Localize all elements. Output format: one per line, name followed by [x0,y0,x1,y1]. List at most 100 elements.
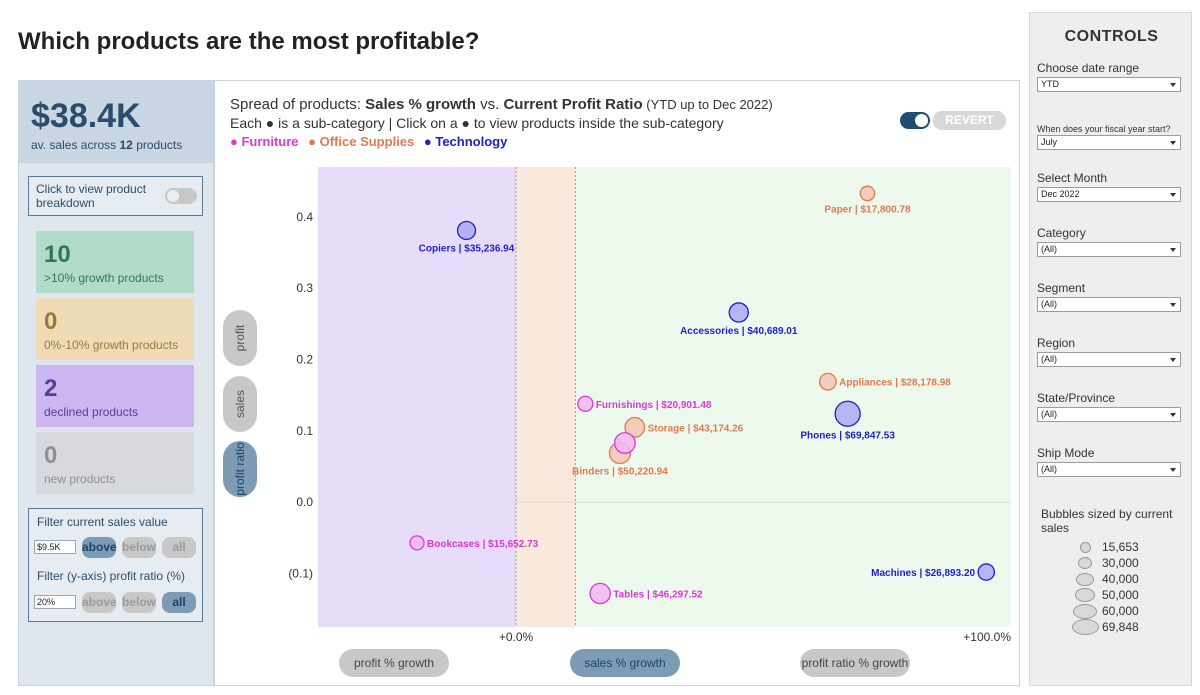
control-dropdown[interactable]: (All) [1037,352,1181,367]
data-point[interactable] [834,400,861,427]
chevron-down-icon [1170,303,1176,307]
control-dropdown[interactable]: July [1037,135,1181,150]
scatter-plot: 0.4 0.3 0.2 0.1 0.0 (0.1) +0.0% +100.0% Copiers … [288,167,1011,644]
count-value: 0 [44,442,58,469]
data-point-label: Furnishings | $20,901.48 [596,400,712,411]
data-point-label: Appliances | $28,178.98 [839,378,951,389]
breakdown-switch[interactable] [165,188,197,204]
sales-above-button[interactable]: above [82,537,117,558]
bubble-size-swatch [1079,541,1091,553]
data-point[interactable] [589,582,611,605]
bubble-size-item: 30,000 [1030,555,1193,571]
control-dropdown[interactable]: (All) [1037,242,1181,257]
data-point[interactable] [818,372,837,391]
bubble-size-value: 15,653 [1102,540,1139,554]
control-label: Segment [1037,281,1086,295]
chart-legend: ● Furniture ● Office Supplies ● Technolo… [230,134,513,149]
bubble-size-swatch [1073,603,1097,619]
data-point[interactable] [577,395,594,412]
sales-filter-label: Filter current sales value [37,515,168,529]
growth-0-10-card[interactable]: 0 0%-10% growth products [36,298,194,360]
profit-all-button[interactable]: all [162,592,196,613]
control-label: When does your fiscal year start? [1037,124,1171,134]
control-dropdown[interactable]: YTD [1037,77,1181,92]
y-tick-label: 0.0 [296,495,313,509]
legend-office-supplies[interactable]: ● Office Supplies [308,134,415,149]
bubble-size-value: 40,000 [1102,572,1139,586]
bubble-size-item: 69,848 [1030,619,1193,635]
dropdown-value: (All) [1041,354,1057,364]
growth-band [575,167,1011,627]
legend-technology[interactable]: ● Technology [423,134,508,149]
y-button-label: sales [233,389,247,419]
count-value: 2 [44,375,58,402]
y-tick-label: 0.1 [296,424,313,438]
bubble-size-value: 30,000 [1102,556,1139,570]
count-value: 10 [44,241,71,268]
control-dropdown[interactable]: (All) [1037,297,1181,312]
x-axis-profit-growth-button[interactable]: profit % growth [339,649,449,677]
chart-subtitle: Each ● is a sub-category | Click on a ● … [230,115,724,131]
control-label: Ship Mode [1037,446,1095,460]
growth-over-10-card[interactable]: 10 >10% growth products [36,231,194,293]
y-axis-profit-ratio-button[interactable]: profit ratio [223,441,257,497]
declined-card[interactable]: 2 declined products [36,365,194,427]
control-label: Category [1037,226,1086,240]
control-label: State/Province [1037,391,1116,405]
chevron-down-icon [1170,193,1176,197]
count-label: >10% growth products [44,271,164,285]
kpi-summary: $38.4K av. sales across 12 products [19,81,213,163]
bubble-size-swatch [1071,619,1099,635]
chart-title-a: Spread of products: [230,96,366,113]
new-products-card[interactable]: 0 new products [36,432,194,494]
legend-furniture[interactable]: ● Furniture [230,134,299,149]
data-point[interactable] [624,416,646,438]
y-axis-sales-button[interactable]: sales [223,376,257,432]
y-tick-label: 0.2 [296,353,313,367]
x-axis-profit-ratio-growth-button[interactable]: profit ratio % growth [800,649,910,677]
y-tick-label: 0.4 [296,210,313,224]
kpi-sub-suffix: products [136,138,183,152]
x-tick-label: +0.0% [499,630,534,644]
profit-filter-input[interactable]: 20% [34,595,76,609]
x-axis-sales-growth-button[interactable]: sales % growth [570,649,680,677]
bubble-size-swatch [1076,572,1094,586]
data-point[interactable] [456,220,477,241]
control-dropdown[interactable]: (All) [1037,407,1181,422]
bubble-size-legend-title: Bubbles sized by current sales [1041,507,1173,535]
control-dropdown[interactable]: (All) [1037,462,1181,477]
breakdown-toggle-label: Click to view product breakdown [36,182,147,210]
bubble-size-swatch [1074,588,1096,602]
product-breakdown-toggle[interactable]: Click to view product breakdown [28,176,203,216]
view-toggle[interactable] [900,112,930,129]
profit-above-button[interactable]: above [82,592,117,613]
profit-below-button[interactable]: below [122,592,156,613]
data-point[interactable] [409,535,425,551]
data-point[interactable] [728,302,749,323]
chevron-down-icon [1170,248,1176,252]
y-button-label: profit [233,324,247,352]
sales-below-button[interactable]: below [122,537,156,558]
dropdown-value: YTD [1041,79,1059,89]
data-point[interactable] [977,563,996,581]
dropdown-value: (All) [1041,409,1057,419]
data-point[interactable] [859,185,876,202]
controls-panel: CONTROLS Bubbles sized by current sales … [1029,12,1192,686]
count-label: declined products [44,405,139,419]
chart-title: Spread of products: Sales % growth vs. C… [230,96,773,113]
control-dropdown[interactable]: Dec 2022 [1037,187,1181,202]
sales-all-button[interactable]: all [162,537,196,558]
data-point[interactable] [613,432,636,454]
revert-button[interactable]: REVERT [933,111,1006,130]
bubble-size-item: 50,000 [1030,587,1193,603]
switch-knob [167,190,179,202]
control-label: Select Month [1037,171,1108,185]
control-label: Region [1037,336,1076,350]
bubble-size-item: 40,000 [1030,571,1193,587]
y-axis-profit-button[interactable]: profit [223,310,257,366]
toggle-knob [915,114,928,127]
chevron-down-icon [1170,413,1176,417]
sales-filter-input[interactable]: $9.5K [34,540,76,554]
profit-filter-label: Filter (y-axis) profit ratio (%) [37,569,186,583]
